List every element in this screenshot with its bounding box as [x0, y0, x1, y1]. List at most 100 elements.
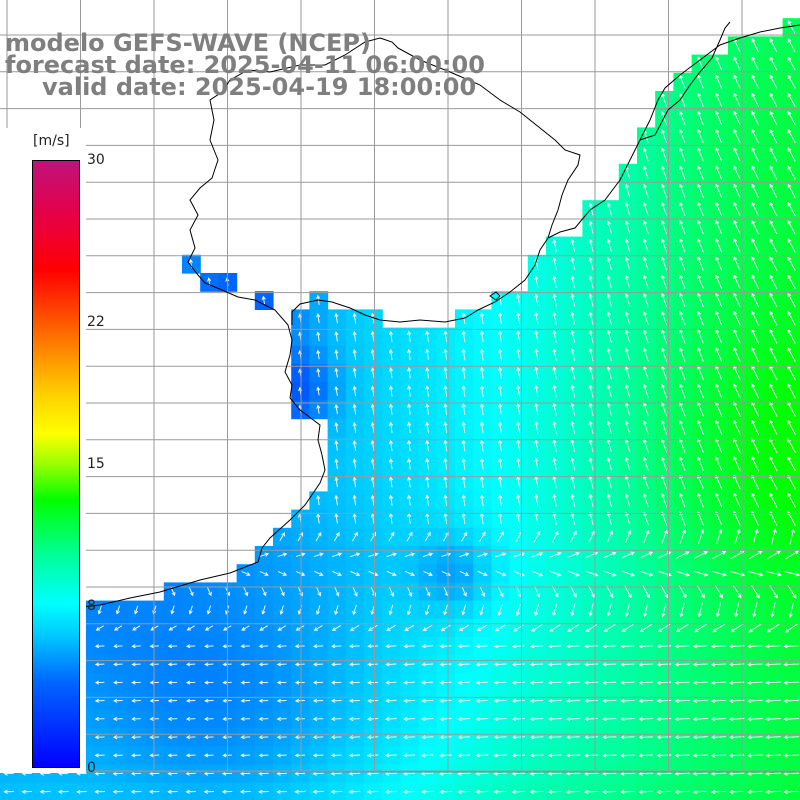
wind-vector-arrow	[679, 238, 686, 253]
wind-vector-arrow	[243, 605, 248, 615]
wind-vector-arrow	[783, 789, 800, 795]
wind-vector-arrow	[294, 716, 305, 722]
wind-vector-arrow	[367, 735, 379, 740]
wind-vector-arrow	[733, 274, 741, 289]
wind-vector-arrow	[765, 571, 782, 577]
wind-vector-arrow	[479, 348, 484, 361]
wind-vector-arrow	[675, 551, 690, 559]
wind-vector-arrow	[240, 644, 251, 649]
wind-vector-arrow	[567, 570, 580, 577]
wind-vector-arrow	[602, 662, 617, 667]
wind-vector-arrow	[642, 585, 650, 599]
wind-vector-arrow	[769, 129, 778, 144]
wind-vector-arrow	[497, 384, 503, 397]
wind-vector-arrow	[769, 292, 778, 308]
wind-vector-arrow	[167, 698, 178, 703]
wind-vector-arrow	[439, 644, 452, 649]
wind-vector-arrow	[710, 753, 727, 758]
wind-vector-arrow	[403, 753, 416, 758]
wind-vector-arrow	[678, 438, 686, 453]
wind-vector-arrow	[516, 457, 521, 470]
wind-vector-arrow	[239, 789, 251, 794]
wind-vector-arrow	[529, 680, 544, 685]
wind-vector-arrow	[787, 310, 796, 326]
wind-vector-arrow	[692, 753, 708, 758]
wind-vector-arrow	[674, 789, 690, 795]
wind-vector-arrow	[479, 312, 484, 325]
wind-vector-arrow	[716, 528, 723, 545]
wind-vector-arrow	[479, 421, 484, 434]
wind-vector-arrow	[715, 256, 723, 271]
wind-vector-arrow	[352, 349, 357, 360]
wind-vector-arrow	[443, 457, 448, 470]
wind-vector-arrow	[692, 644, 708, 649]
wind-vector-arrow	[493, 717, 507, 722]
wind-vector-arrow	[113, 680, 123, 685]
wind-vector-arrow	[312, 753, 324, 758]
wind-vector-arrow	[620, 644, 635, 649]
wind-vector-arrow	[697, 292, 704, 308]
wind-vector-arrow	[112, 716, 123, 722]
wind-vector-arrow	[479, 366, 484, 379]
wind-vector-arrow	[421, 698, 434, 703]
wind-vector-arrow	[425, 604, 430, 616]
wind-vector-arrow	[693, 623, 707, 633]
wind-vector-arrow	[603, 570, 617, 577]
wind-vector-arrow	[352, 385, 357, 397]
wind-vector-arrow	[331, 625, 342, 631]
wind-speed-cell	[782, 291, 800, 310]
wind-vector-arrow	[529, 735, 544, 740]
wind-vector-arrow	[534, 384, 539, 398]
wind-vector-arrow	[697, 147, 704, 162]
wind-vector-arrow	[751, 147, 759, 162]
wind-vector-arrow	[439, 771, 452, 776]
wind-vector-arrow	[733, 456, 741, 472]
wind-vector-arrow	[349, 716, 360, 722]
wind-vector-arrow	[334, 587, 340, 597]
wind-vector-arrow	[679, 329, 686, 344]
wind-vector-arrow	[697, 129, 704, 144]
wind-vector-arrow	[588, 511, 594, 525]
wind-vector-arrow	[439, 717, 452, 722]
wind-vector-arrow	[733, 92, 741, 107]
wind-vector-arrow	[495, 570, 507, 577]
wind-vector-arrow	[276, 753, 287, 758]
wind-vector-arrow	[661, 220, 668, 235]
wind-vector-arrow	[787, 183, 796, 198]
wind-vector-arrow	[533, 530, 541, 543]
wind-vector-arrow	[661, 165, 668, 180]
wind-vector-arrow	[697, 310, 704, 326]
wind-speed-cell	[782, 54, 800, 74]
wind-vector-arrow	[334, 349, 339, 360]
wind-vector-arrow	[388, 531, 395, 542]
wind-vector-arrow	[765, 644, 781, 649]
wind-vector-arrow	[334, 605, 339, 616]
wind-vector-arrow	[710, 735, 727, 740]
wind-vector-arrow	[57, 789, 69, 794]
wind-vector-arrow	[787, 38, 796, 53]
wind-vector-arrow	[349, 644, 360, 649]
wind-vector-arrow	[406, 604, 412, 616]
wind-vector-arrow	[206, 605, 212, 615]
wind-vector-arrow	[765, 735, 781, 740]
wind-vector-arrow	[679, 529, 686, 544]
wind-vector-arrow	[679, 92, 686, 107]
wind-vector-arrow	[692, 698, 708, 704]
wind-vector-arrow	[457, 698, 470, 703]
wind-vector-arrow	[185, 662, 196, 667]
wind-vector-arrow	[388, 604, 394, 616]
wind-vector-arrow	[149, 716, 160, 722]
wind-speed-cell	[782, 309, 800, 329]
wind-vector-arrow	[570, 511, 576, 525]
wind-vector-arrow	[588, 311, 594, 325]
wind-vector-arrow	[534, 402, 539, 416]
wind-vector-arrow	[765, 698, 781, 704]
wind-vector-arrow	[733, 292, 741, 308]
wind-vector-arrow	[606, 420, 612, 435]
wind-vector-arrow	[566, 680, 580, 685]
wind-vector-arrow	[370, 348, 375, 360]
wind-vector-arrow	[461, 586, 467, 597]
wind-vector-arrow	[584, 717, 599, 722]
wind-vector-arrow	[531, 570, 544, 577]
wind-vector-arrow	[787, 110, 796, 126]
